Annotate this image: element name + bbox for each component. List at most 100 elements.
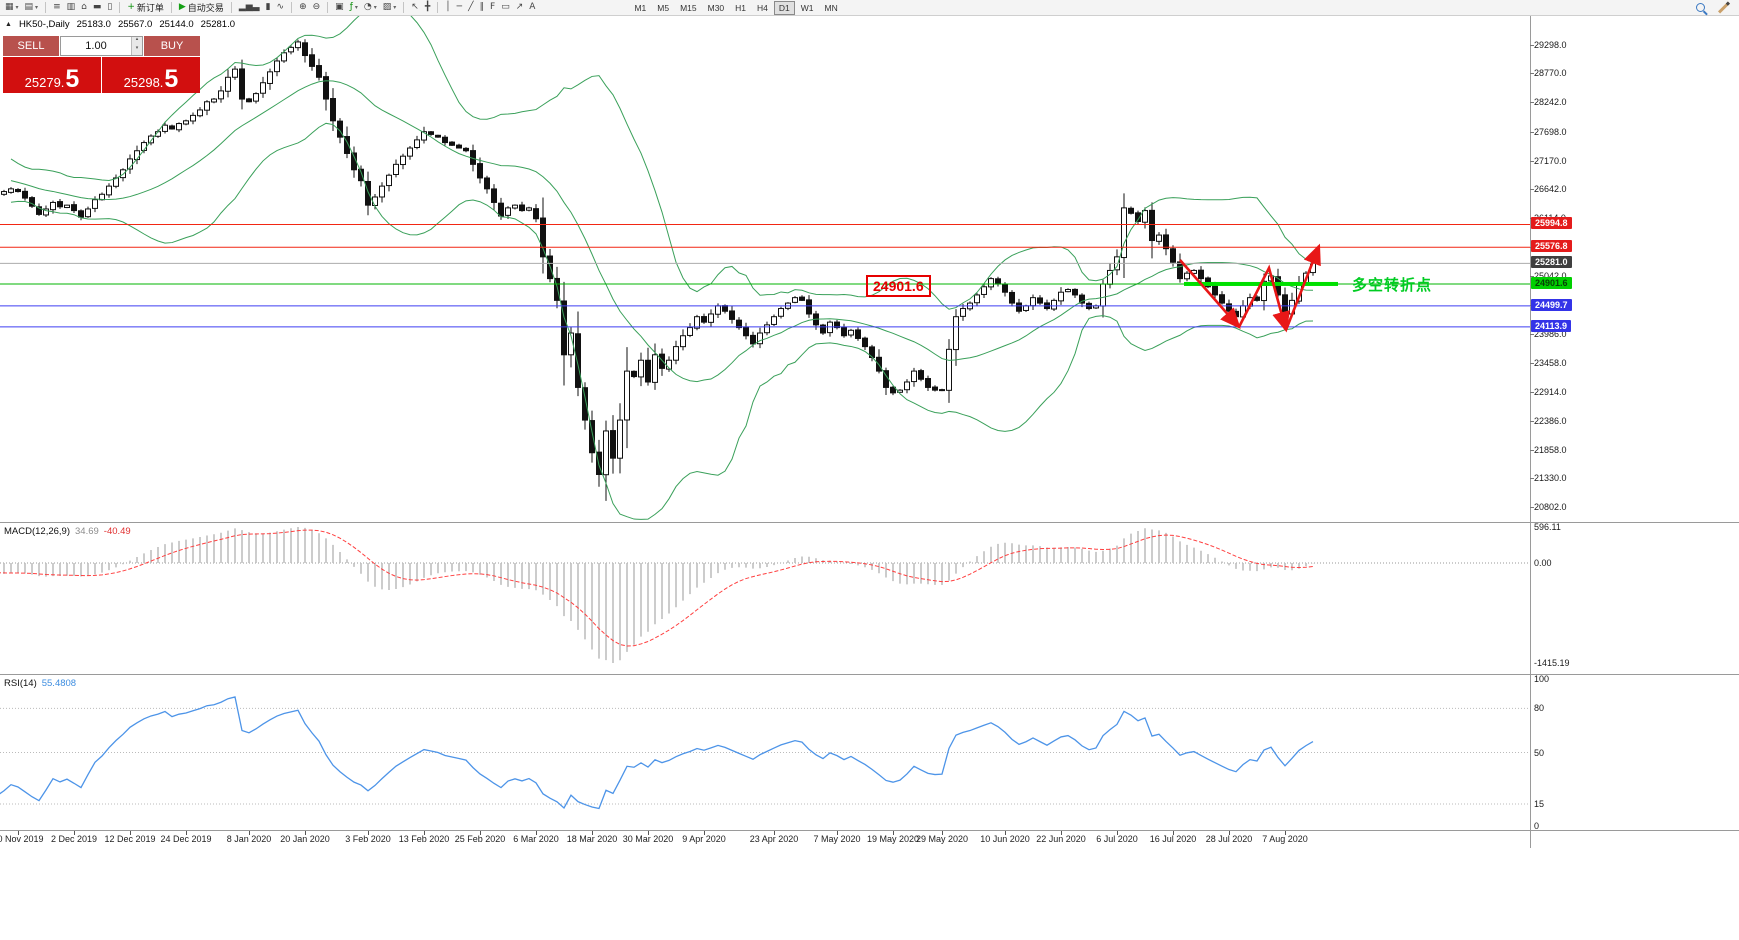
price-axis-tick (1530, 73, 1534, 75)
terminal-icon-glyph: ▬ (92, 2, 102, 12)
trendline-icon[interactable]: ╱ (466, 1, 475, 14)
autotrading-button-glyph: ▶ (178, 2, 186, 12)
price-axis-tick (1530, 362, 1534, 364)
profiles-icon[interactable]: ▤ ▾ (23, 1, 41, 14)
data-window-icon[interactable]: ▥ (65, 1, 78, 14)
horizontal-line-icon-glyph: ─ (456, 2, 463, 12)
caret-down-icon: ▾ (15, 5, 19, 11)
arrows-icon[interactable]: ↗ (514, 1, 526, 14)
tile-windows-icon[interactable]: ▣ (333, 1, 346, 14)
date-label: 20 Nov 2019 (0, 834, 44, 844)
autotrading-button[interactable]: ▶ 自动交易 (177, 1, 226, 14)
sell-price-pip: 5 (65, 65, 80, 93)
timeframe-m1-button[interactable]: M1 (634, 2, 647, 13)
timeframe-mn-button[interactable]: MN (824, 2, 838, 13)
level-price-marker: 24901.6 (1531, 276, 1572, 289)
strategy-tester-icon[interactable]: ▯ (105, 1, 114, 14)
new-chart-icon[interactable]: ▦ ▾ (3, 1, 21, 14)
sell-price-display[interactable]: 25279. 5 (3, 57, 101, 93)
time-axis-tick (74, 831, 75, 835)
templates-icon-glyph: ▨ (382, 2, 392, 12)
date-label: 28 Jul 2020 (1205, 834, 1253, 844)
timeframe-m5-button[interactable]: M5 (657, 2, 670, 13)
rsi-scale-label: 0 (1534, 821, 1540, 831)
rsi-scale-label: 100 (1534, 674, 1550, 684)
price-axis-tick (1530, 333, 1534, 335)
horizontal-line-icon[interactable]: ─ (455, 1, 464, 14)
line-chart-icon[interactable]: ∿ (275, 1, 287, 14)
edit-pencil-icon[interactable] (1717, 1, 1731, 14)
volume-value[interactable]: 1.00 (85, 40, 107, 52)
macd-scale-label: 596.11 (1534, 522, 1561, 532)
cursor-icon[interactable]: ↖ (409, 1, 421, 14)
crosshair-icon[interactable]: ╋ (423, 1, 432, 14)
price-axis-label: 21858.0 (1534, 444, 1567, 455)
navigator-icon-glyph: ⌂ (81, 2, 87, 12)
timeframe-d1-button[interactable]: D1 (773, 0, 795, 15)
rsi-indicator-canvas[interactable] (0, 675, 1530, 829)
sell-button[interactable]: SELL (3, 36, 59, 56)
stepper-down-icon[interactable]: ▾ (135, 45, 139, 51)
date-label: 3 Feb 2020 (345, 834, 391, 844)
terminal-icon[interactable]: ▬ (91, 1, 104, 14)
date-label: 22 Jun 2020 (1036, 834, 1086, 844)
timeframe-h4-button[interactable]: H4 (757, 2, 768, 13)
macd-indicator-canvas[interactable] (0, 523, 1530, 673)
crosshair-icon-glyph: ╋ (424, 2, 431, 12)
time-axis-tick (1285, 831, 1286, 835)
timeframe-h1-button[interactable]: H1 (735, 2, 747, 13)
stepper-up-icon[interactable]: ▴ (135, 36, 139, 42)
zoom-in-icon[interactable]: ⊕ (297, 1, 309, 14)
date-label: 6 Jul 2020 (1096, 834, 1138, 844)
search-icon[interactable] (1696, 3, 1705, 12)
level-price-marker: 24499.7 (1531, 298, 1572, 311)
high-value: 25567.0 (117, 19, 153, 30)
candlestick-icon[interactable]: ▮ (264, 1, 273, 14)
zoom-out-icon[interactable]: ⊖ (311, 1, 323, 14)
timeframe-w1-button[interactable]: W1 (800, 2, 814, 13)
time-axis-tick (536, 831, 537, 835)
shapes-icon[interactable]: ▭ (499, 1, 512, 14)
time-axis-tick (893, 831, 894, 835)
channel-icon[interactable]: ∥ (478, 1, 487, 14)
volume-field[interactable]: 1.00 ▴ ▾ (60, 36, 143, 56)
navigator-icon[interactable]: ⌂ (79, 1, 89, 14)
vertical-line-icon[interactable]: │ (443, 1, 452, 14)
text-icon[interactable]: A (527, 1, 537, 14)
market-watch-icon-glyph: ≡ (53, 2, 61, 12)
time-axis-tick (592, 831, 593, 835)
volume-stepper[interactable]: ▴ ▾ (131, 37, 142, 55)
bar-chart-icon[interactable]: ▂▅▃ (237, 1, 262, 14)
toolbar-separator (437, 2, 439, 13)
indicators-icon-glyph: ƒ (349, 2, 353, 12)
toolbar-buttons: ▦ ▾ ▤ ▾ ≡ ▥ ⌂ ▬ ▯ + 新订单 ▶ 自动交易 ▂▅▃ ▮ ∿ ⊕ ⊖ ▣ ƒ ▾ ◔ ▾ ▨ ▾ ↖ ╋ │ ─ ╱ ∥ F ▭… (0, 0, 1739, 15)
collapse-triangle-icon[interactable]: ▲ (5, 21, 12, 28)
date-label: 19 May 2020 (866, 834, 920, 844)
timeframe-m15-button[interactable]: M15 (680, 2, 697, 13)
price-chart-canvas[interactable] (0, 16, 1530, 522)
price-axis-tick (1530, 478, 1534, 480)
cursor-icon-glyph: ↖ (411, 2, 419, 12)
buy-price-display[interactable]: 25298. 5 (102, 57, 200, 93)
caret-down-icon: ▾ (393, 5, 397, 11)
date-label: 6 Mar 2020 (513, 834, 559, 844)
turning-point-text-annotation[interactable]: 多空转折点 (1352, 277, 1433, 294)
price-axis-label: 22914.0 (1534, 387, 1567, 398)
panel-separator[interactable] (0, 674, 1739, 675)
timeframe-m30-button[interactable]: M30 (707, 2, 725, 13)
buy-button[interactable]: BUY (144, 36, 200, 56)
new-order-button-glyph: + (127, 2, 135, 12)
new-order-button[interactable]: + 新订单 (125, 1, 166, 14)
panel-separator[interactable] (0, 522, 1739, 523)
indicators-icon[interactable]: ƒ ▾ (348, 1, 360, 14)
price-axis-label: 20802.0 (1534, 502, 1567, 513)
periods-icon[interactable]: ◔ ▾ (362, 1, 379, 14)
price-axis-tick (1530, 189, 1534, 191)
date-label: 29 May 2020 (915, 834, 969, 844)
market-watch-icon[interactable]: ≡ (51, 1, 63, 14)
templates-icon[interactable]: ▨ ▾ (381, 1, 399, 14)
price-flag-annotation[interactable]: 24901.6 (866, 275, 931, 297)
time-axis-tick (480, 831, 481, 835)
fibonacci-icon[interactable]: F (488, 1, 497, 14)
date-label: 12 Dec 2019 (104, 834, 156, 844)
